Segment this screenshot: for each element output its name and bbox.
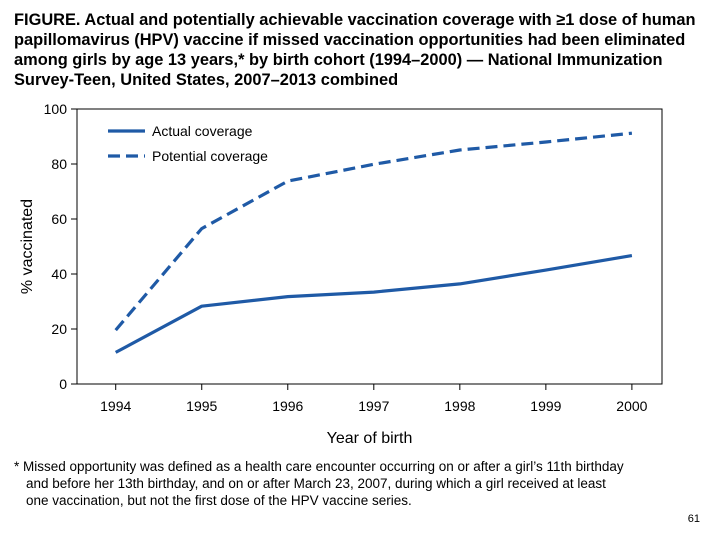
footnote: * Missed opportunity was defined as a he… bbox=[14, 458, 706, 509]
y-tick-label: 20 bbox=[51, 321, 67, 337]
x-tick-label: 1997 bbox=[358, 398, 389, 414]
y-tick-label: 100 bbox=[44, 101, 68, 117]
y-tick-label: 0 bbox=[59, 376, 67, 392]
figure-title: FIGURE. Actual and potentially achievabl… bbox=[14, 11, 696, 89]
page-number: 61 bbox=[687, 513, 700, 525]
y-axis-title: % vaccinated bbox=[19, 199, 36, 294]
series-line-actual bbox=[114, 254, 633, 354]
footnote-line: * Missed opportunity was defined as a he… bbox=[14, 459, 624, 474]
y-tick-label: 60 bbox=[51, 211, 67, 227]
y-tick-label: 40 bbox=[51, 266, 67, 282]
x-tick-label: 1995 bbox=[186, 398, 217, 414]
y-tick-label: 80 bbox=[51, 156, 67, 172]
line-chart: 0 20 40 60 80 100 1994 1995 1996 1997 1998 1999 2000… bbox=[19, 101, 663, 447]
x-tick-label: 1994 bbox=[100, 398, 131, 414]
footnote-line: one vaccination, but not the first dose … bbox=[26, 493, 412, 508]
footnote-line: and before her 13th birthday, and on or … bbox=[26, 476, 606, 491]
plot-area-frame bbox=[76, 108, 663, 385]
x-tick-label: 1998 bbox=[444, 398, 475, 414]
x-tick-label: 1999 bbox=[530, 398, 561, 414]
legend-label: Actual coverage bbox=[152, 123, 253, 139]
x-axis-title: Year of birth bbox=[327, 430, 413, 447]
x-tick-label: 1996 bbox=[272, 398, 303, 414]
x-tick-label: 2000 bbox=[616, 398, 647, 414]
series-line-potential bbox=[114, 131, 633, 332]
legend-label: Potential coverage bbox=[152, 148, 268, 164]
